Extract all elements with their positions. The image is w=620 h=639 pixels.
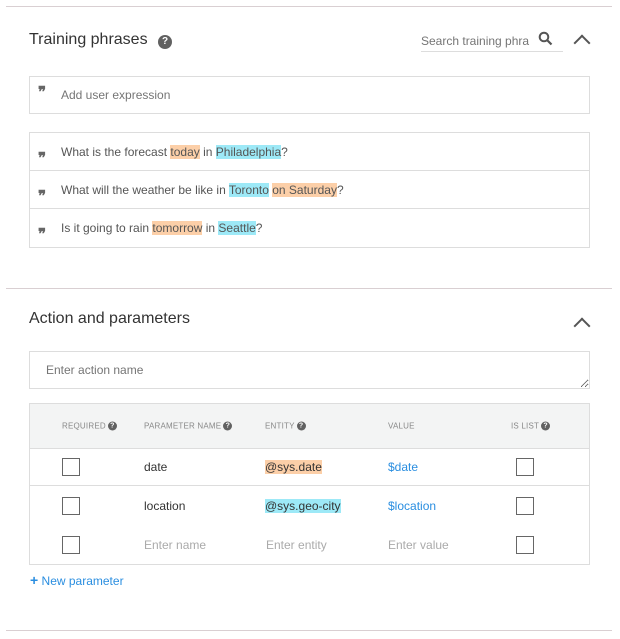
- required-checkbox[interactable]: [62, 535, 80, 554]
- entity-annotation[interactable]: Philadelphia: [215, 145, 282, 159]
- col-required: REQUIRED?: [62, 421, 117, 431]
- phrase-text: ?: [336, 183, 344, 197]
- is-list-checkbox[interactable]: [516, 458, 534, 476]
- quote-icon: ❞: [38, 83, 47, 101]
- training-phrases-list: ❞ What is the forecast today in Philadelp…: [29, 132, 590, 248]
- divider: [6, 288, 612, 289]
- help-icon[interactable]: ?: [541, 421, 551, 431]
- parameter-value[interactable]: $date: [388, 460, 419, 474]
- required-checkbox[interactable]: [62, 496, 80, 515]
- phrase-text: in: [202, 221, 219, 235]
- required-checkbox[interactable]: [62, 458, 80, 476]
- phrase-text: What is the forecast: [61, 145, 171, 159]
- col-value: VALUE: [388, 421, 415, 431]
- entity-annotation[interactable]: Seattle: [218, 221, 256, 235]
- chevron-up-icon[interactable]: [573, 34, 591, 52]
- training-phrase-row[interactable]: ❞ What will the weather be like in Toront…: [30, 171, 589, 209]
- new-parameter-button[interactable]: + New parameter: [30, 572, 124, 588]
- training-phrase-row[interactable]: ❞ Is it going to rain tomorrow in Seattle…: [30, 209, 589, 247]
- quote-icon: ❞: [38, 149, 47, 167]
- entity-annotation[interactable]: today: [170, 145, 200, 159]
- parameter-entity[interactable]: @sys.date: [265, 460, 322, 474]
- add-user-expression-field[interactable]: ❞: [29, 76, 590, 114]
- entity-annotation[interactable]: Toronto: [228, 183, 269, 197]
- col-is-list: IS LIST?: [511, 421, 551, 431]
- new-parameter-row: Enter name Enter entity Enter value: [30, 525, 589, 564]
- parameter-name-input[interactable]: Enter name: [144, 537, 207, 552]
- is-list-checkbox[interactable]: [516, 496, 534, 515]
- table-header: REQUIRED? PARAMETER NAME? ENTITY? VALUE …: [30, 404, 589, 449]
- phrase-text: in: [199, 145, 216, 159]
- help-icon[interactable]: ?: [107, 421, 117, 431]
- parameter-value[interactable]: $location: [388, 498, 437, 513]
- training-phrase-row[interactable]: ❞ What is the forecast today in Philadelp…: [30, 133, 589, 171]
- add-user-expression-input[interactable]: [61, 77, 581, 113]
- help-icon[interactable]: ?: [296, 421, 306, 431]
- parameter-row: location @sys.geo-city $location: [30, 486, 589, 525]
- phrase-text: What will the weather be like in: [61, 183, 229, 197]
- entity-annotation[interactable]: tomorrow: [152, 221, 203, 235]
- parameters-table: REQUIRED? PARAMETER NAME? ENTITY? VALUE …: [29, 403, 590, 565]
- chevron-up-icon[interactable]: [573, 317, 591, 335]
- search-training-phrases-input[interactable]: [421, 30, 563, 52]
- plus-icon: +: [30, 572, 39, 588]
- parameter-row: date @sys.date $date: [30, 449, 589, 486]
- search-icon[interactable]: [538, 31, 553, 46]
- divider: [6, 6, 612, 7]
- phrase-text: ?: [255, 221, 263, 235]
- value-input[interactable]: Enter value: [388, 537, 449, 552]
- entity-annotation[interactable]: on Saturday: [272, 183, 337, 197]
- quote-icon: ❞: [38, 187, 47, 205]
- entity-input[interactable]: Enter entity: [266, 537, 327, 552]
- action-name-input[interactable]: [29, 351, 590, 389]
- divider: [6, 630, 612, 631]
- training-phrases-title: Training phrases ?: [29, 31, 173, 49]
- help-icon[interactable]: ?: [223, 421, 233, 431]
- phrase-text: ?: [281, 145, 288, 159]
- col-entity: ENTITY?: [265, 421, 306, 431]
- is-list-checkbox[interactable]: [516, 535, 534, 554]
- phrase-text: Is it going to rain: [61, 221, 153, 235]
- help-icon[interactable]: ?: [158, 35, 173, 49]
- quote-icon: ❞: [38, 225, 47, 243]
- parameter-name[interactable]: date: [144, 460, 168, 474]
- parameter-entity[interactable]: @sys.geo-city: [265, 498, 341, 513]
- col-parameter-name: PARAMETER NAME?: [144, 421, 233, 431]
- parameter-name[interactable]: location: [144, 498, 186, 513]
- action-parameters-title: Action and parameters: [29, 310, 190, 327]
